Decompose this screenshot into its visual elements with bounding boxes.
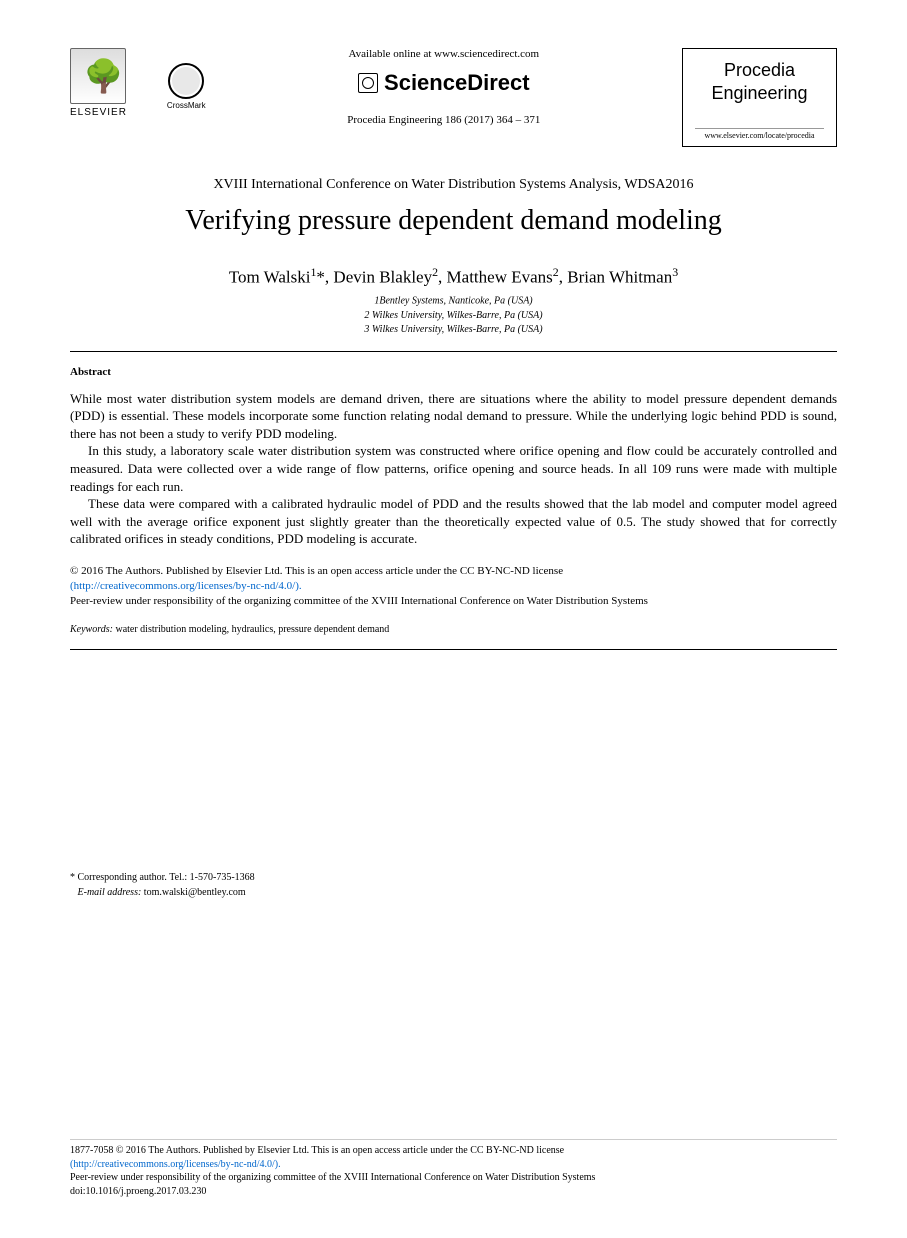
crossmark-badge[interactable]: CrossMark	[167, 63, 206, 110]
elsevier-name: ELSEVIER	[70, 107, 127, 118]
footer-license-link[interactable]: (http://creativecommons.org/licenses/by-…	[70, 1159, 281, 1170]
license-link[interactable]: (http://creativecommons.org/licenses/by-…	[70, 580, 302, 592]
journal-url: www.elsevier.com/locate/procedia	[695, 128, 824, 140]
keywords-line: Keywords: water distribution modeling, h…	[70, 624, 837, 635]
page-header: ELSEVIER CrossMark Available online at w…	[70, 48, 837, 147]
author-list: Tom Walski1*, Devin Blakley2, Matthew Ev…	[70, 265, 837, 288]
header-left: ELSEVIER CrossMark	[70, 48, 206, 118]
copyright-line1: © 2016 The Authors. Published by Elsevie…	[70, 565, 563, 577]
keywords-label: Keywords:	[70, 624, 113, 635]
page-footer: 1877-7058 © 2016 The Authors. Published …	[70, 1139, 837, 1198]
abstract-p3: These data were compared with a calibrat…	[70, 495, 837, 548]
corresponding-email-line: E-mail address: tom.walski@bentley.com	[70, 885, 837, 900]
footer-copyright: 1877-7058 © 2016 The Authors. Published …	[70, 1145, 564, 1156]
available-online-text: Available online at www.sciencedirect.co…	[206, 48, 682, 60]
copyright-block: © 2016 The Authors. Published by Elsevie…	[70, 564, 837, 610]
paper-title: Verifying pressure dependent demand mode…	[70, 205, 837, 237]
peer-review-line: Peer-review under responsibility of the …	[70, 595, 648, 607]
affiliation-3: 3 Wilkes University, Wilkes-Barre, Pa (U…	[70, 323, 837, 337]
header-center: Available online at www.sciencedirect.co…	[206, 48, 682, 126]
email-label: E-mail address:	[78, 887, 142, 898]
conference-name: XVIII International Conference on Water …	[70, 177, 837, 193]
abstract-body: While most water distribution system mod…	[70, 390, 837, 548]
affiliation-2: 2 Wilkes University, Wilkes-Barre, Pa (U…	[70, 309, 837, 323]
elsevier-logo: ELSEVIER	[70, 48, 127, 118]
journal-box: Procedia Engineering www.elsevier.com/lo…	[682, 48, 837, 147]
elsevier-tree-icon	[70, 48, 126, 104]
footer-doi: doi:10.1016/j.proeng.2017.03.230	[70, 1186, 206, 1197]
email-address: tom.walski@bentley.com	[141, 887, 245, 898]
sciencedirect-icon	[358, 73, 378, 93]
keywords-text: water distribution modeling, hydraulics,…	[113, 624, 389, 635]
divider-bottom	[70, 649, 837, 650]
affiliations: 1Bentley Systems, Nanticoke, Pa (USA) 2 …	[70, 293, 837, 336]
journal-title: Procedia Engineering	[695, 59, 824, 106]
footer-peer-review: Peer-review under responsibility of the …	[70, 1172, 595, 1183]
sciencedirect-text: ScienceDirect	[384, 70, 530, 96]
abstract-p1: While most water distribution system mod…	[70, 390, 837, 443]
divider-top	[70, 351, 837, 352]
crossmark-icon	[168, 63, 204, 99]
corresponding-author: * Corresponding author. Tel.: 1-570-735-…	[70, 870, 837, 900]
abstract-heading: Abstract	[70, 366, 837, 378]
citation-line: Procedia Engineering 186 (2017) 364 – 37…	[206, 114, 682, 126]
crossmark-label: CrossMark	[167, 101, 206, 110]
sciencedirect-logo: ScienceDirect	[206, 70, 682, 96]
abstract-p2: In this study, a laboratory scale water …	[70, 442, 837, 495]
affiliation-1: 1Bentley Systems, Nanticoke, Pa (USA)	[70, 293, 837, 308]
corresponding-tel: * Corresponding author. Tel.: 1-570-735-…	[70, 870, 837, 885]
